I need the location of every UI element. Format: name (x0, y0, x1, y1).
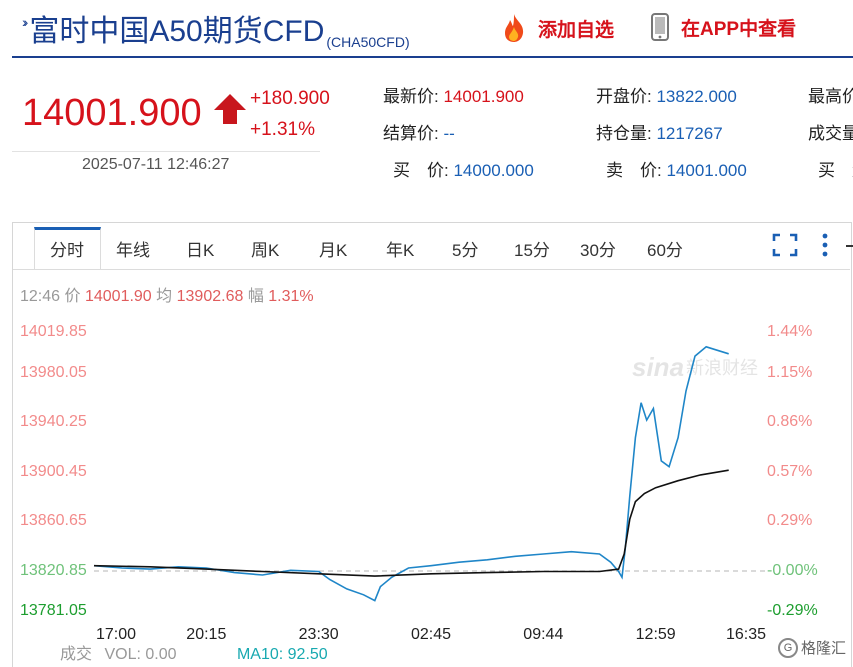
add-watchlist-button[interactable]: 添加自选 (502, 13, 614, 43)
y-right-tick: 1.15% (767, 364, 813, 381)
header-divider (12, 56, 853, 58)
more-options-icon[interactable] (818, 232, 832, 258)
page-title: ›› 富时中国A50期货CFD (CHA50CFD) (22, 6, 410, 52)
fire-icon (505, 14, 524, 42)
tab-60min[interactable]: 60分 (647, 241, 683, 260)
chart-tabs (13, 223, 850, 270)
view-in-app-button[interactable]: 在APP中查看 (651, 13, 796, 41)
svg-text:sina: sina (632, 352, 684, 382)
quote-datetime: 2025-07-11 12:46:27 (82, 156, 230, 173)
volume-value: VOL: 0.00 (104, 646, 177, 663)
up-arrow-icon (214, 94, 246, 124)
tab-15min[interactable]: 15分 (514, 241, 550, 260)
volume-row: 成交 VOL: 0.00 MA10: 92.50 (60, 640, 328, 664)
quote-ask: 卖 价: 14001.000 (606, 161, 747, 180)
quote-settle: 结算价: -- (383, 124, 455, 143)
instrument-code: (CHA50CFD) (326, 34, 410, 50)
quote-volume: 成交量 (808, 124, 853, 143)
instrument-name: 富时中国A50期货CFD (29, 15, 325, 48)
y-right-tick: 1.44% (767, 323, 813, 340)
y-right-tick: 0.86% (767, 413, 813, 430)
chart-info-row: 12:46 价 14001.90 均 13902.68 幅 1.31% (20, 288, 314, 305)
y-left-tick-base: 13820.85 (20, 562, 87, 579)
x-tick-label: 09:44 (523, 626, 563, 643)
add-watchlist-label: 添加自选 (538, 19, 615, 41)
tab-5min[interactable]: 5分 (452, 241, 479, 260)
y-right-tick: 0.57% (767, 463, 813, 480)
price-series-line (93, 345, 729, 602)
tab-intraday[interactable]: 分时 (50, 241, 84, 260)
view-in-app-label: 在APP中查看 (681, 18, 797, 40)
ma10-value: MA10: 92.50 (236, 646, 328, 663)
y-left-tick: 13980.05 (20, 364, 87, 381)
quote-bid: 买 价: 14000.000 (393, 161, 534, 180)
tab-yearly-k[interactable]: 年K (386, 241, 415, 260)
y-left-tick: 13860.65 (20, 512, 87, 529)
x-tick-label: 12:59 (636, 626, 676, 643)
quote-high: 最高价 (808, 87, 853, 106)
tab-daily-k[interactable]: 日K (186, 241, 215, 260)
tab-monthly-k[interactable]: 月K (319, 241, 348, 260)
chart-panel (12, 222, 852, 667)
price-change: +180.900 (250, 88, 330, 109)
y-right-tick: 0.29% (767, 512, 813, 529)
y-right-tick-min: -0.29% (767, 602, 818, 619)
x-tick-label: 20:15 (186, 626, 226, 643)
quote-latest: 最新价: 14001.900 (383, 87, 524, 106)
average-series-line (93, 469, 729, 577)
x-tick-label: 23:30 (299, 626, 339, 643)
quote-open: 开盘价: 13822.000 (596, 87, 737, 106)
x-tick-label: 17:00 (96, 626, 136, 643)
quote-bid-volume: 买 量 (818, 161, 853, 180)
gelonghui-watermark: G 格隆汇 (778, 637, 846, 658)
volume-label: 成交 (60, 646, 93, 663)
quote-open-interest: 持仓量: 1217267 (596, 124, 723, 143)
phone-icon (651, 13, 669, 41)
y-left-tick: 14019.85 (20, 323, 87, 340)
x-tick-label: 16:35 (726, 626, 766, 643)
last-price: 14001.900 (22, 92, 202, 134)
panel-edge-mark (846, 245, 853, 247)
price-divider (12, 151, 320, 152)
fullscreen-icon[interactable] (772, 233, 798, 257)
x-tick-label: 02:45 (411, 626, 451, 643)
y-left-tick: 13900.45 (20, 463, 87, 480)
tab-year-line[interactable]: 年线 (116, 241, 150, 260)
y-left-tick: 13940.25 (20, 413, 87, 430)
svg-text:新浪财经: 新浪财经 (686, 358, 758, 379)
watermark-logo: sina 新浪财经 (632, 352, 758, 382)
tab-weekly-k[interactable]: 周K (251, 241, 280, 260)
price-change-pct: +1.31% (250, 119, 315, 140)
tab-30min[interactable]: 30分 (580, 241, 616, 260)
y-right-tick-base: -0.00% (767, 562, 818, 579)
y-left-tick-min: 13781.05 (20, 602, 87, 619)
tab-active-indicator (34, 227, 101, 269)
gelonghui-logo-icon: G (778, 637, 798, 658)
